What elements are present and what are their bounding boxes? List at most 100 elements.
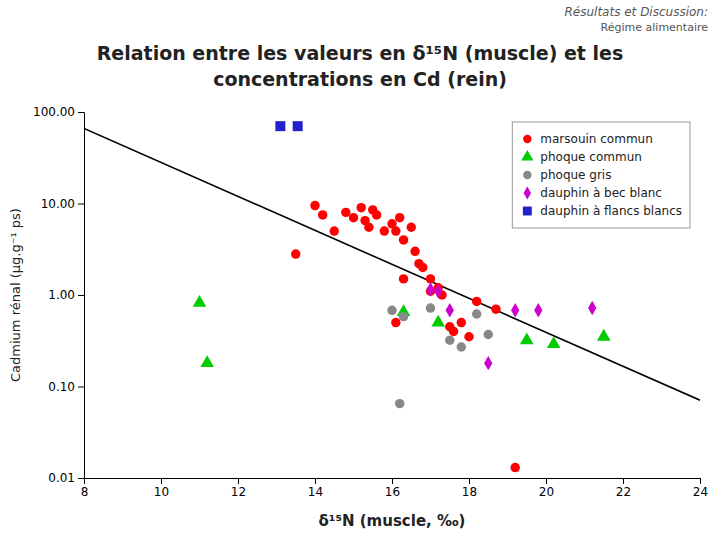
point bbox=[464, 332, 473, 341]
point bbox=[431, 315, 445, 327]
point bbox=[364, 223, 373, 232]
y-tick: 100.00 bbox=[33, 105, 84, 119]
point bbox=[318, 210, 327, 219]
x-tick: 10 bbox=[154, 478, 169, 499]
legend-label: marsouin commun bbox=[540, 132, 652, 146]
x-tick-label: 20 bbox=[539, 485, 554, 499]
title: Relation entre les valeurs en δ¹⁵N (musc… bbox=[97, 42, 624, 64]
point bbox=[449, 327, 458, 336]
point bbox=[391, 226, 400, 235]
point bbox=[426, 274, 435, 283]
point bbox=[410, 247, 419, 256]
point bbox=[399, 274, 408, 283]
x-tick-mark bbox=[546, 478, 547, 484]
point bbox=[349, 213, 358, 222]
x-tick-label: 22 bbox=[616, 485, 631, 499]
legend-label: dauphin à flancs blancs bbox=[540, 204, 682, 218]
y-axis-title: Cadmium rénal (µg.g⁻¹ ps) bbox=[8, 208, 23, 382]
point bbox=[395, 399, 404, 408]
header-annotation: Résultats et Discussion: bbox=[564, 5, 708, 19]
title: concentrations en Cd (rein) bbox=[213, 68, 507, 90]
point bbox=[547, 336, 561, 348]
x-tick: 12 bbox=[231, 478, 246, 499]
y-tick-mark bbox=[78, 295, 84, 296]
point bbox=[472, 309, 481, 318]
y-tick-label: 0.10 bbox=[48, 380, 75, 394]
y-tick-label: 0.01 bbox=[48, 471, 75, 485]
point bbox=[293, 121, 303, 131]
x-tick-label: 14 bbox=[308, 485, 323, 499]
y-tick-mark bbox=[78, 478, 84, 479]
x-axis: 8 10 12 14 16 18 20 22 24 bbox=[81, 478, 708, 499]
legend-label: dauphin à bec blanc bbox=[540, 186, 662, 200]
point bbox=[372, 210, 381, 219]
y-tick-label: 10.00 bbox=[41, 197, 75, 211]
point bbox=[291, 249, 300, 258]
chart: Résultats et Discussion: Régime alimentai… bbox=[0, 0, 720, 540]
point bbox=[457, 318, 466, 327]
point bbox=[310, 201, 319, 210]
x-tick-mark bbox=[238, 478, 239, 484]
x-tick: 16 bbox=[385, 478, 400, 499]
x-tick-mark bbox=[315, 478, 316, 484]
point bbox=[491, 304, 500, 313]
legend-label: phoque commun bbox=[540, 150, 642, 164]
y-tick-label: 100.00 bbox=[33, 105, 75, 119]
x-tick-mark bbox=[392, 478, 393, 484]
x-tick-label: 8 bbox=[81, 485, 89, 499]
y-tick: 0.10 bbox=[48, 380, 84, 394]
point bbox=[407, 223, 416, 232]
point bbox=[457, 342, 466, 351]
x-tick: 18 bbox=[462, 478, 477, 499]
point bbox=[200, 355, 214, 367]
x-tick-label: 10 bbox=[154, 485, 169, 499]
point bbox=[426, 303, 435, 312]
x-tick-label: 16 bbox=[385, 485, 400, 499]
x-tick-label: 24 bbox=[693, 485, 708, 499]
x-tick-mark bbox=[700, 478, 701, 484]
point bbox=[434, 284, 442, 298]
point bbox=[193, 295, 207, 307]
y-tick: 0.01 bbox=[48, 471, 84, 485]
point bbox=[520, 332, 534, 344]
point bbox=[484, 330, 493, 339]
y-tick: 10.00 bbox=[41, 197, 84, 211]
point bbox=[597, 329, 611, 341]
legend-symbol bbox=[521, 150, 533, 161]
point bbox=[387, 306, 396, 315]
legend: marsouin communphoque communphoque grisd… bbox=[512, 122, 690, 228]
point bbox=[511, 303, 519, 317]
x-tick-label: 12 bbox=[231, 485, 246, 499]
point bbox=[380, 226, 389, 235]
regression-line bbox=[84, 128, 700, 400]
legend-symbol bbox=[524, 187, 531, 200]
x-tick: 20 bbox=[539, 478, 554, 499]
x-tick: 14 bbox=[308, 478, 323, 499]
x-tick-label: 18 bbox=[462, 485, 477, 499]
point bbox=[510, 463, 519, 472]
y-tick-mark bbox=[78, 112, 84, 113]
x-tick: 22 bbox=[616, 478, 631, 499]
point bbox=[399, 312, 408, 321]
point bbox=[356, 203, 365, 212]
x-axis-title: δ¹⁵N (muscle, ‰) bbox=[319, 512, 466, 530]
point bbox=[395, 213, 404, 222]
point bbox=[445, 336, 454, 345]
x-axis-line bbox=[85, 479, 701, 485]
legend-symbol bbox=[523, 207, 532, 216]
legend-symbol bbox=[523, 171, 531, 179]
x-tick-mark bbox=[161, 478, 162, 484]
point bbox=[399, 235, 408, 244]
y-tick-mark bbox=[78, 204, 84, 205]
header-annotation: Régime alimentaire bbox=[601, 21, 709, 34]
plot-area bbox=[84, 121, 700, 472]
legend-box bbox=[512, 122, 690, 228]
x-tick-mark bbox=[469, 478, 470, 484]
point bbox=[534, 303, 542, 317]
point bbox=[275, 121, 285, 131]
y-axis-line bbox=[78, 113, 85, 479]
x-tick: 24 bbox=[693, 478, 708, 499]
y-tick-label: 1.00 bbox=[48, 288, 75, 302]
y-tick-mark bbox=[78, 387, 84, 388]
point bbox=[426, 282, 434, 296]
